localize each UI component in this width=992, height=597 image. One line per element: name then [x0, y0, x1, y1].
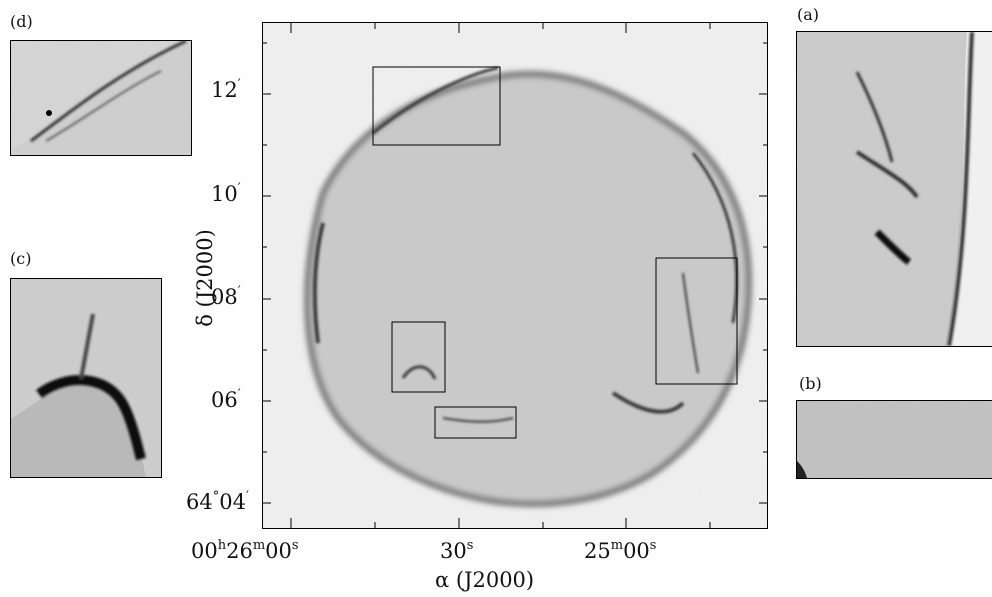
inset-a-image: [797, 32, 992, 346]
region-box-d: [372, 66, 501, 146]
region-box-b: [434, 406, 517, 439]
x-tick-00h26m00s: 00h26m00s: [191, 538, 299, 563]
y-axis-title: δ (J2000): [193, 229, 217, 327]
inset-c-label: (c): [10, 249, 32, 268]
region-box-c: [391, 321, 446, 393]
inset-a: [796, 31, 992, 347]
main-image-frame: [262, 22, 768, 529]
y-tick-10: 10′: [211, 181, 241, 206]
region-box-a: [655, 257, 738, 385]
inset-d-image: [11, 41, 191, 155]
inset-b-label: (b): [799, 374, 822, 393]
x-tick-25m00s: 25m00s: [584, 538, 657, 563]
y-tick-06: 06′: [211, 387, 241, 412]
x-tick-30s: 30s: [440, 538, 474, 563]
x-axis-title: α (J2000): [435, 568, 535, 592]
inset-c: [10, 278, 162, 478]
inset-a-label: (a): [797, 5, 820, 24]
y-tick-64-04: 64°04′: [186, 489, 249, 514]
inset-c-image: [11, 279, 161, 477]
snr-image: [263, 23, 767, 528]
inset-d: [10, 40, 192, 156]
y-tick-08: 08′: [211, 284, 241, 309]
inset-b-image: [797, 401, 992, 478]
inset-b: [796, 400, 992, 479]
y-tick-12: 12′: [211, 77, 241, 102]
inset-d-label: (d): [10, 12, 33, 31]
